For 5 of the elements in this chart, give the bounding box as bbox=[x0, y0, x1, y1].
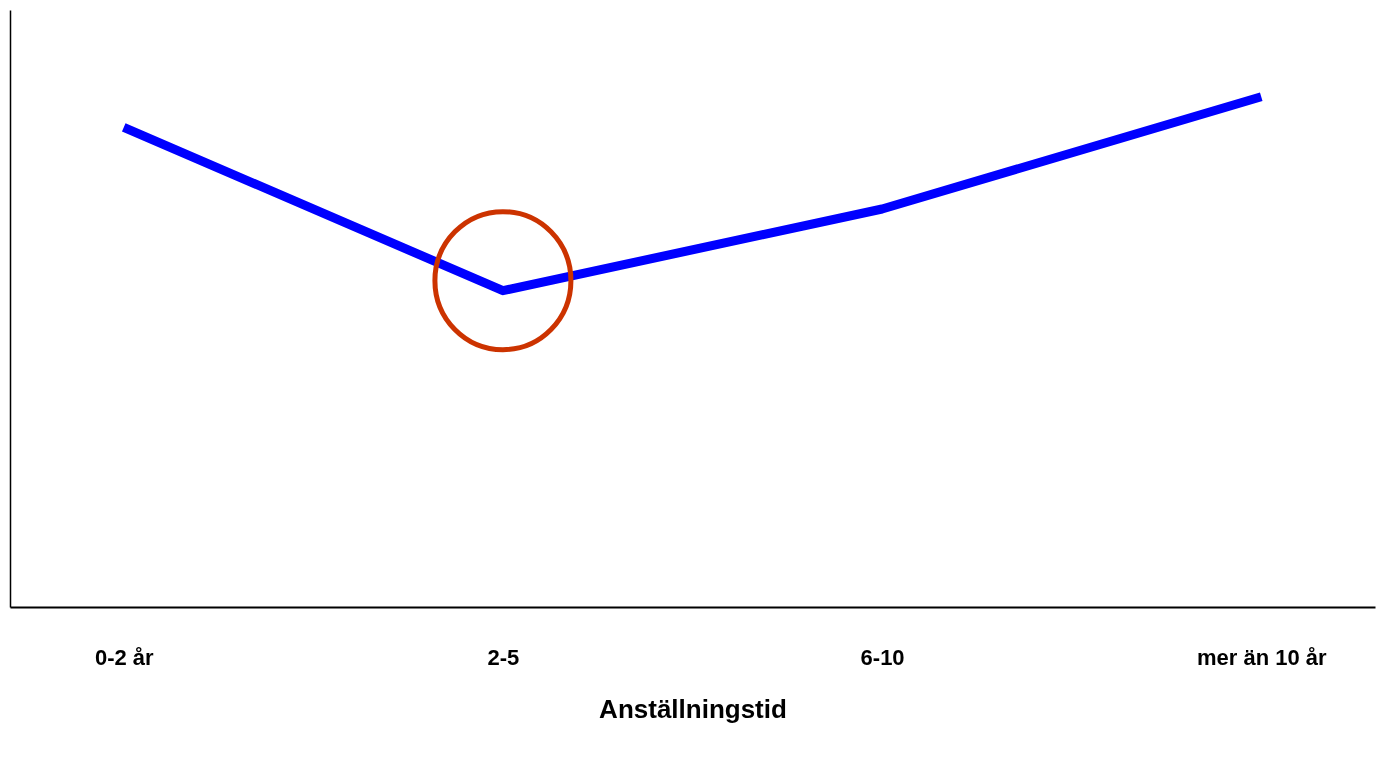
x-axis-title: Anställningstid bbox=[599, 693, 787, 724]
x-tick-label: 0-2 år bbox=[94, 644, 155, 670]
x-tick-label: mer än 10 år bbox=[1196, 644, 1327, 670]
x-tick-label: 2-5 bbox=[487, 644, 520, 670]
x-tick-label: 6-10 bbox=[860, 644, 905, 670]
